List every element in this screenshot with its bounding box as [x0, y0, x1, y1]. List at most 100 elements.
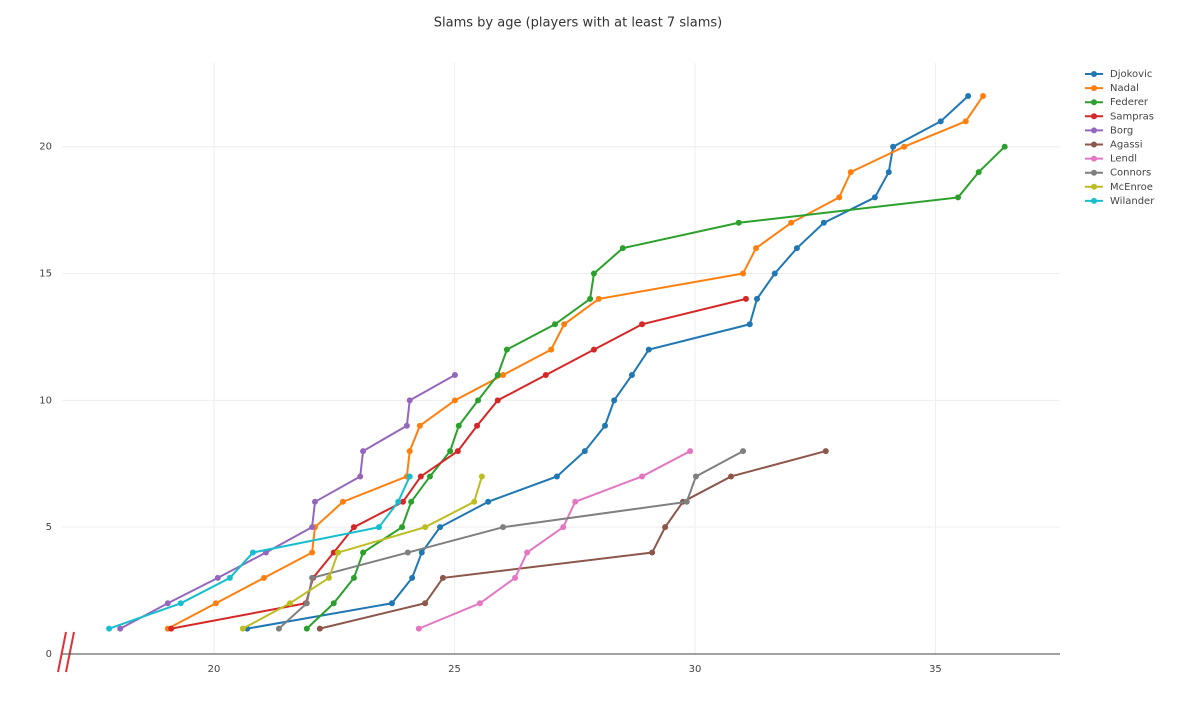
- marker: [524, 549, 531, 556]
- marker: [212, 600, 219, 607]
- marker: [542, 371, 549, 378]
- series: [275, 448, 747, 632]
- marker: [330, 600, 337, 607]
- x-tick-label: 20: [208, 664, 221, 675]
- line: [246, 95, 969, 630]
- marker: [360, 448, 367, 455]
- marker: [168, 625, 175, 632]
- marker: [847, 169, 854, 176]
- series: [303, 143, 1008, 632]
- legend-label: Connors: [1110, 168, 1151, 179]
- marker: [422, 600, 429, 607]
- marker: [330, 549, 337, 556]
- marker: [471, 498, 478, 505]
- marker: [303, 625, 310, 632]
- legend-item: Connors: [1085, 168, 1151, 179]
- legend-label: Nadal: [1110, 83, 1139, 94]
- marker: [1001, 143, 1008, 150]
- legend-label: Federer: [1110, 97, 1149, 108]
- marker: [311, 498, 318, 505]
- marker: [602, 422, 609, 429]
- marker: [451, 371, 458, 378]
- marker: [955, 194, 962, 201]
- marker: [403, 422, 410, 429]
- x-tick-label: 30: [689, 664, 702, 675]
- marker: [728, 473, 735, 480]
- marker: [503, 346, 510, 353]
- marker: [494, 397, 501, 404]
- marker: [439, 574, 446, 581]
- marker: [692, 473, 699, 480]
- series: [106, 473, 413, 632]
- marker: [683, 498, 690, 505]
- legend-item: Agassi: [1085, 140, 1143, 151]
- marker: [400, 498, 407, 505]
- marker: [871, 194, 878, 201]
- marker: [639, 321, 646, 328]
- legend-marker: [1091, 85, 1097, 92]
- marker: [980, 92, 987, 99]
- marker: [687, 448, 694, 455]
- marker: [753, 245, 760, 252]
- series: [239, 473, 485, 632]
- y-tick-label: 10: [39, 395, 52, 406]
- marker: [645, 346, 652, 353]
- axis-break: [57, 631, 75, 673]
- marker: [316, 625, 323, 632]
- marker: [335, 549, 342, 556]
- legend-marker: [1091, 99, 1097, 106]
- marker: [404, 549, 411, 556]
- marker: [494, 371, 501, 378]
- marker: [447, 448, 454, 455]
- marker: [742, 295, 749, 302]
- marker: [836, 194, 843, 201]
- marker: [590, 346, 597, 353]
- series: [415, 448, 694, 632]
- marker: [375, 524, 382, 531]
- marker: [226, 574, 233, 581]
- marker: [485, 498, 492, 505]
- marker: [475, 397, 482, 404]
- legend-item: Wilander: [1085, 196, 1155, 207]
- marker: [249, 549, 256, 556]
- marker: [885, 169, 892, 176]
- marker: [740, 270, 747, 277]
- marker: [350, 524, 357, 531]
- marker: [771, 270, 778, 277]
- marker: [500, 524, 507, 531]
- marker: [309, 574, 316, 581]
- marker: [788, 219, 795, 226]
- marker: [417, 473, 424, 480]
- legend-marker: [1091, 113, 1097, 120]
- marker: [409, 574, 416, 581]
- marker: [590, 270, 597, 277]
- marker: [965, 92, 972, 99]
- marker: [619, 245, 626, 252]
- marker: [214, 574, 221, 581]
- marker: [339, 498, 346, 505]
- marker: [561, 321, 568, 328]
- marker: [451, 397, 458, 404]
- marker: [628, 371, 635, 378]
- marker: [422, 524, 429, 531]
- marker: [164, 600, 171, 607]
- marker: [553, 473, 560, 480]
- marker: [548, 346, 555, 353]
- x-tick-label: 35: [929, 664, 942, 675]
- marker: [649, 549, 656, 556]
- legend-label: Lendl: [1110, 154, 1137, 165]
- marker: [746, 321, 753, 328]
- marker: [106, 625, 113, 632]
- marker: [309, 524, 316, 531]
- marker: [117, 625, 124, 632]
- legend-label: Djokovic: [1110, 69, 1152, 80]
- marker: [388, 600, 395, 607]
- marker: [595, 295, 602, 302]
- series: [244, 92, 972, 632]
- marker: [587, 295, 594, 302]
- legend-marker: [1091, 197, 1097, 204]
- legend-marker: [1091, 71, 1097, 77]
- marker: [662, 524, 669, 531]
- marker: [551, 321, 558, 328]
- marker: [455, 422, 462, 429]
